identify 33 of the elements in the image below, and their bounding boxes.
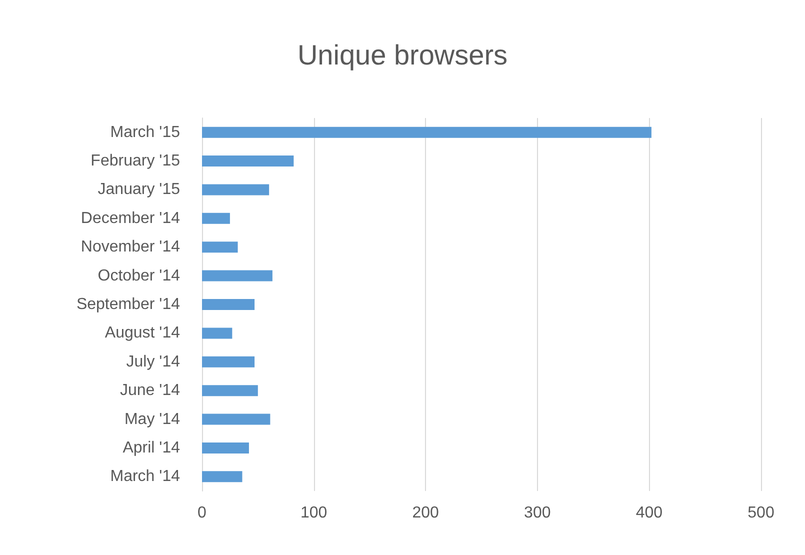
bar bbox=[202, 414, 270, 425]
y-tick-label: September '14 bbox=[76, 296, 180, 313]
y-tick-label: April '14 bbox=[122, 439, 180, 456]
x-tick-label: 500 bbox=[748, 504, 774, 522]
y-tick-label: March '15 bbox=[110, 124, 180, 141]
x-tick-label: 400 bbox=[636, 504, 663, 522]
y-tick-label: January '15 bbox=[98, 181, 180, 198]
bar bbox=[202, 356, 255, 368]
bar bbox=[202, 471, 242, 482]
bar bbox=[202, 126, 652, 138]
x-tick-label: 200 bbox=[412, 504, 440, 522]
x-tick-label: 0 bbox=[198, 504, 207, 522]
bar bbox=[202, 270, 272, 282]
x-tick-label: 100 bbox=[300, 504, 328, 522]
y-tick-label: May '14 bbox=[124, 410, 180, 428]
bar bbox=[202, 184, 270, 196]
bar bbox=[202, 328, 232, 339]
x-tick-label: 300 bbox=[524, 504, 551, 522]
bar bbox=[202, 385, 258, 396]
chart-title: Unique browsers bbox=[297, 40, 508, 70]
y-tick-label: November '14 bbox=[80, 238, 180, 256]
y-tick-label: June '14 bbox=[120, 382, 180, 400]
y-tick-label: February '15 bbox=[90, 152, 180, 170]
y-tick-label: October '14 bbox=[98, 267, 180, 284]
y-tick-label: December '14 bbox=[80, 210, 180, 227]
y-tick-label: March '14 bbox=[110, 468, 180, 486]
y-tick-label: July '14 bbox=[126, 353, 180, 370]
bar bbox=[202, 442, 249, 454]
bar bbox=[202, 212, 230, 224]
bar bbox=[202, 299, 255, 310]
y-tick-label: August '14 bbox=[104, 324, 180, 342]
bar bbox=[202, 156, 294, 167]
bar bbox=[202, 242, 238, 253]
